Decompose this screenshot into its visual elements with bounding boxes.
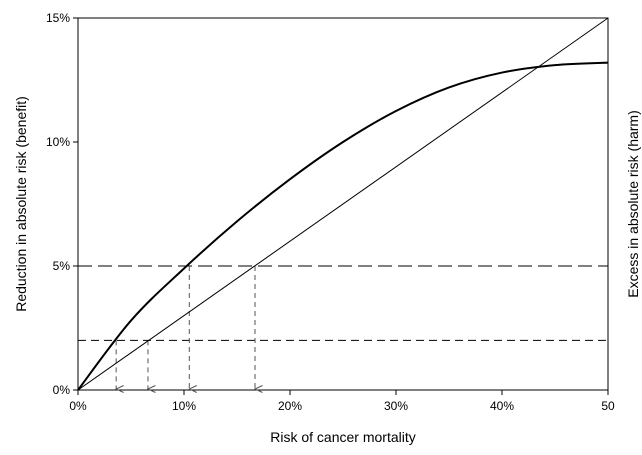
reference-lines: [78, 265, 608, 341]
series-line-1: [77, 61, 609, 391]
x-tick-label-2: 10%: [172, 399, 196, 413]
x-tick-label-6: 50: [601, 399, 615, 413]
drop-arrows: [116, 266, 255, 389]
series-group: [77, 17, 609, 391]
y-tick-label-3: 10%: [46, 135, 70, 149]
y-tick-label-2: 5%: [53, 259, 71, 273]
y-tick-label-1: 0%: [53, 383, 71, 397]
series-line-2: [77, 17, 609, 391]
x-tick-label-4: 30%: [384, 399, 408, 413]
x-axis: 0% 10% 20% 30% 40% 50: [69, 390, 615, 413]
x-tick-label-1: 0%: [69, 399, 87, 413]
y-axis-title: Reduction in absolute risk (benefit): [13, 96, 29, 312]
y-axis: 0% 5% 10% 15%: [46, 11, 78, 397]
x-tick-label-5: 40%: [490, 399, 514, 413]
x-axis-title: Risk of cancer mortality: [270, 429, 415, 445]
y-axis-title-right: Excess in absolute risk (harm): [625, 110, 641, 298]
plot-frame: [77, 17, 609, 391]
x-tick-label-3: 20%: [278, 399, 302, 413]
y-tick-label-4: 15%: [46, 11, 70, 25]
